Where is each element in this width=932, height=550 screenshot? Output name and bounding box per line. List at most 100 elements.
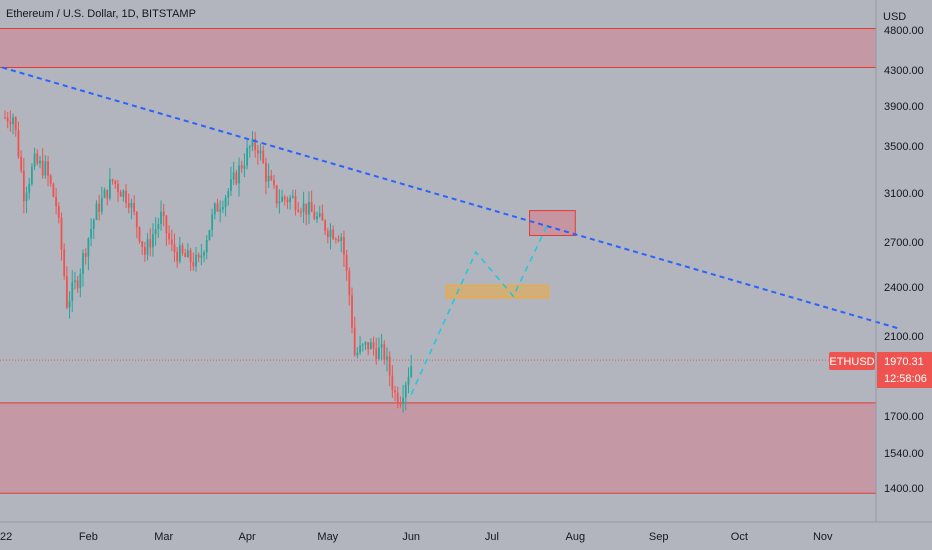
descending-trendline	[2, 66, 902, 331]
candle	[356, 347, 359, 359]
candle	[246, 138, 248, 170]
candle	[181, 243, 184, 256]
candle	[41, 148, 44, 179]
candle	[135, 211, 138, 239]
candle	[195, 246, 197, 272]
candle	[375, 337, 378, 365]
candle	[351, 287, 353, 334]
x-tick-label: Oct	[731, 531, 748, 543]
candle	[138, 226, 141, 244]
candle	[275, 184, 278, 208]
candle	[63, 243, 66, 280]
candle	[265, 157, 267, 195]
candle	[74, 271, 76, 290]
x-tick-label: Apr	[239, 531, 256, 543]
candle	[25, 186, 28, 214]
candle	[90, 218, 92, 247]
candle	[98, 194, 101, 221]
candle	[326, 227, 329, 244]
candle	[79, 268, 82, 298]
candle	[146, 232, 149, 261]
candle	[313, 204, 316, 220]
candle	[168, 225, 170, 245]
candle	[65, 266, 68, 310]
candle	[410, 355, 413, 379]
candle	[60, 212, 63, 261]
candle	[103, 187, 106, 199]
candle	[243, 153, 246, 178]
candle	[149, 228, 152, 257]
candle	[47, 156, 49, 187]
candle	[211, 208, 214, 237]
candle	[407, 367, 410, 394]
candle	[192, 252, 195, 271]
candle	[248, 144, 251, 158]
candle	[310, 190, 313, 213]
candle	[31, 163, 33, 187]
candle	[213, 202, 216, 220]
candle	[39, 155, 41, 169]
projection-path	[410, 222, 550, 395]
candle	[125, 184, 127, 209]
candle	[219, 200, 222, 223]
y-tick-label: 2700.00	[884, 237, 924, 249]
candle	[337, 235, 340, 243]
candle	[227, 187, 230, 206]
candles-layer	[4, 110, 413, 413]
candle	[44, 155, 47, 179]
candle	[267, 163, 270, 188]
candle	[157, 217, 160, 238]
candle	[208, 229, 211, 241]
candle	[402, 384, 405, 413]
candle	[378, 337, 380, 361]
candle	[184, 248, 187, 258]
candle	[221, 200, 224, 213]
candle	[294, 189, 297, 216]
candle	[329, 223, 332, 250]
candle	[394, 385, 396, 402]
candle	[189, 247, 192, 272]
price-axis[interactable]: 4800.00 4300.00 3900.00 3500.00 3100.00 2700.…	[884, 25, 924, 495]
candle	[12, 113, 14, 135]
candle	[119, 189, 122, 197]
y-tick-label: 1400.00	[884, 483, 924, 495]
candle	[154, 217, 157, 246]
retest-box	[445, 284, 549, 299]
candle	[305, 203, 308, 226]
candle	[283, 194, 286, 206]
candle	[235, 169, 238, 186]
candle	[291, 189, 294, 199]
candle	[4, 110, 6, 120]
candle	[273, 175, 275, 189]
candle	[14, 116, 17, 137]
symbol-tag-label: ETHUSD	[829, 356, 874, 368]
candle	[318, 205, 321, 218]
candle	[143, 241, 146, 262]
candle	[57, 202, 60, 224]
candle	[251, 131, 254, 152]
candle	[230, 166, 232, 197]
currency-label: USD	[883, 11, 906, 23]
lower-support-zone	[0, 402, 876, 494]
candle	[361, 343, 364, 352]
candle	[396, 386, 399, 409]
candle	[36, 149, 39, 166]
candle	[197, 252, 200, 263]
projection-layer	[410, 222, 550, 395]
candle	[152, 223, 154, 257]
candle	[100, 186, 103, 215]
candle	[281, 189, 283, 203]
price-tag-bg	[877, 352, 932, 388]
y-tick-label: 1540.00	[884, 448, 924, 460]
time-axis[interactable]: 22 Feb Mar Apr May Jun Jul Aug Sep Oct Nov	[0, 531, 833, 543]
candle	[388, 351, 391, 387]
y-tick-label: 4300.00	[884, 65, 924, 77]
candle	[348, 267, 351, 306]
y-tick-label: 2400.00	[884, 282, 924, 294]
candle	[289, 194, 292, 210]
upper-resistance-zone	[0, 28, 876, 68]
candle	[84, 248, 87, 265]
candle	[68, 291, 71, 319]
